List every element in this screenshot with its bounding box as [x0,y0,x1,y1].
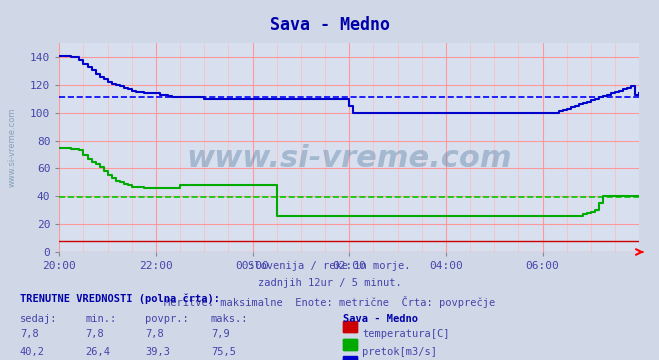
Bar [343,339,357,350]
Text: pretok[m3/s]: pretok[m3/s] [362,347,438,357]
Bar [343,339,357,350]
Text: sedaj:: sedaj: [20,314,57,324]
Text: www.si-vreme.com: www.si-vreme.com [7,108,16,187]
Text: Slovenija / reke in morje.: Slovenija / reke in morje. [248,261,411,271]
Text: 39,3: 39,3 [145,347,170,357]
Bar [343,322,357,332]
Text: zadnjih 12ur / 5 minut.: zadnjih 12ur / 5 minut. [258,278,401,288]
Text: maks.:: maks.: [211,314,248,324]
Text: 26,4: 26,4 [86,347,111,357]
Text: 7,8: 7,8 [86,329,104,339]
Text: 75,5: 75,5 [211,347,236,357]
Text: www.si-vreme.com: www.si-vreme.com [186,144,512,172]
Text: 40,2: 40,2 [20,347,45,357]
Text: TRENUTNE VREDNOSTI (polna črta):: TRENUTNE VREDNOSTI (polna črta): [20,293,219,304]
Bar [343,321,357,332]
Text: 7,8: 7,8 [145,329,163,339]
Text: 7,9: 7,9 [211,329,229,339]
Text: min.:: min.: [86,314,117,324]
Text: Sava - Medno: Sava - Medno [270,16,389,34]
Text: povpr.:: povpr.: [145,314,188,324]
Text: Meritve: maksimalne  Enote: metrične  Črta: povprečje: Meritve: maksimalne Enote: metrične Črta… [164,296,495,307]
Text: 7,8: 7,8 [20,329,38,339]
Text: Sava - Medno: Sava - Medno [343,314,418,324]
Text: temperatura[C]: temperatura[C] [362,329,450,339]
Bar [343,357,357,360]
Bar [343,356,357,360]
